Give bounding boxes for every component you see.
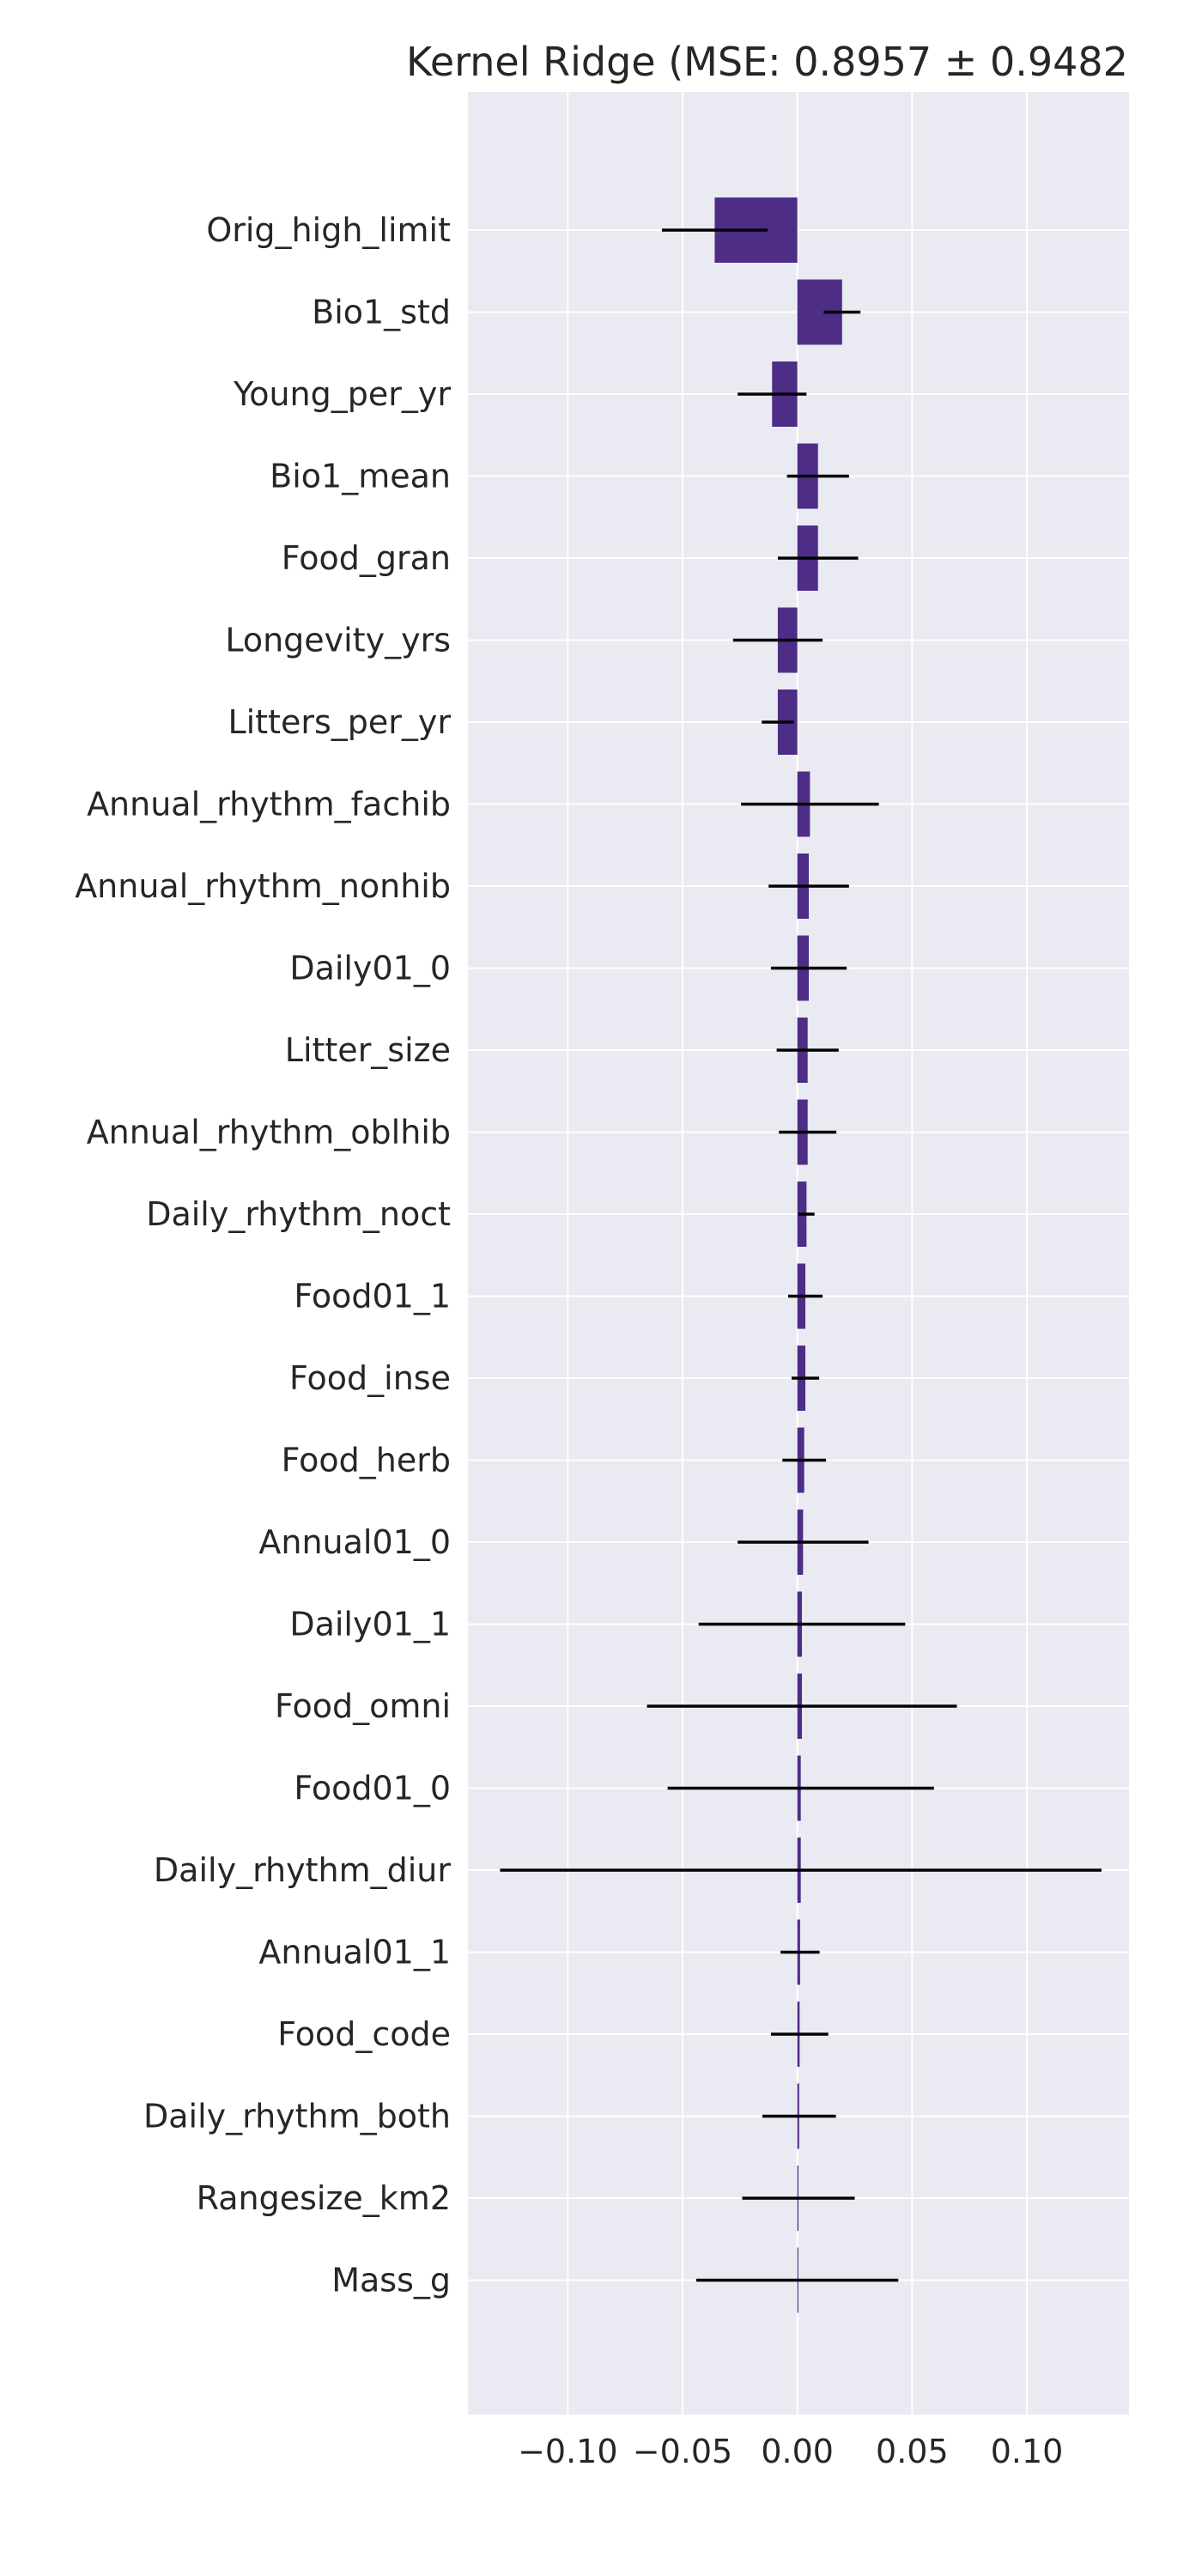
y-tick-label: Longevity_yrs	[225, 622, 451, 659]
y-tick-label: Litter_size	[285, 1031, 451, 1069]
y-tick-label: Food01_0	[294, 1770, 451, 1807]
y-tick-label: Annual_rhythm_oblhib	[87, 1114, 451, 1151]
x-tick-label: 0.10	[991, 2433, 1064, 2470]
x-tick-labels: −0.10 −0.05 0.00 0.05 0.10	[518, 2433, 1063, 2470]
y-tick-label: Food_herb	[282, 1442, 451, 1479]
y-tick-label: Daily_rhythm_diur	[154, 1851, 451, 1889]
y-tick-label: Young_per_yr	[233, 375, 451, 413]
y-tick-label: Food_gran	[282, 539, 451, 577]
y-tick-labels: Orig_high_limit Bio1_std Young_per_yr Bio1_…	[75, 211, 451, 2300]
x-tick-label: −0.10	[518, 2433, 617, 2470]
y-tick-label: Annual01_0	[258, 1523, 451, 1561]
y-tick-label: Litters_per_yr	[228, 703, 451, 741]
y-tick-label: Bio1_mean	[270, 458, 451, 495]
y-tick-label: Mass_g	[331, 2262, 451, 2300]
y-tick-label: Food01_1	[294, 1278, 451, 1315]
y-tick-label: Bio1_std	[312, 294, 451, 331]
y-tick-label: Food_omni	[275, 1687, 451, 1725]
y-tick-label: Daily_rhythm_both	[143, 2098, 451, 2136]
y-tick-label: Daily_rhythm_noct	[146, 1195, 451, 1233]
chart-title: Kernel Ridge (MSE: 0.8957 ± 0.9482	[406, 39, 1128, 85]
y-tick-label: Orig_high_limit	[206, 211, 451, 249]
y-tick-label: Rangesize_km2	[197, 2179, 451, 2217]
y-tick-label: Food_code	[277, 2015, 451, 2053]
x-tick-label: −0.05	[633, 2433, 732, 2470]
y-tick-label: Annual_rhythm_nonhib	[75, 867, 451, 905]
y-tick-label: Daily01_1	[289, 1606, 451, 1643]
x-tick-label: 0.00	[761, 2433, 834, 2470]
error-bars	[500, 228, 1102, 2282]
y-tick-label: Daily01_0	[289, 950, 451, 987]
y-tick-label: Annual_rhythm_fachib	[87, 786, 451, 823]
y-tick-label: Annual01_1	[258, 1934, 451, 1971]
x-tick-label: 0.05	[876, 2433, 949, 2470]
y-tick-label: Food_inse	[289, 1359, 451, 1397]
